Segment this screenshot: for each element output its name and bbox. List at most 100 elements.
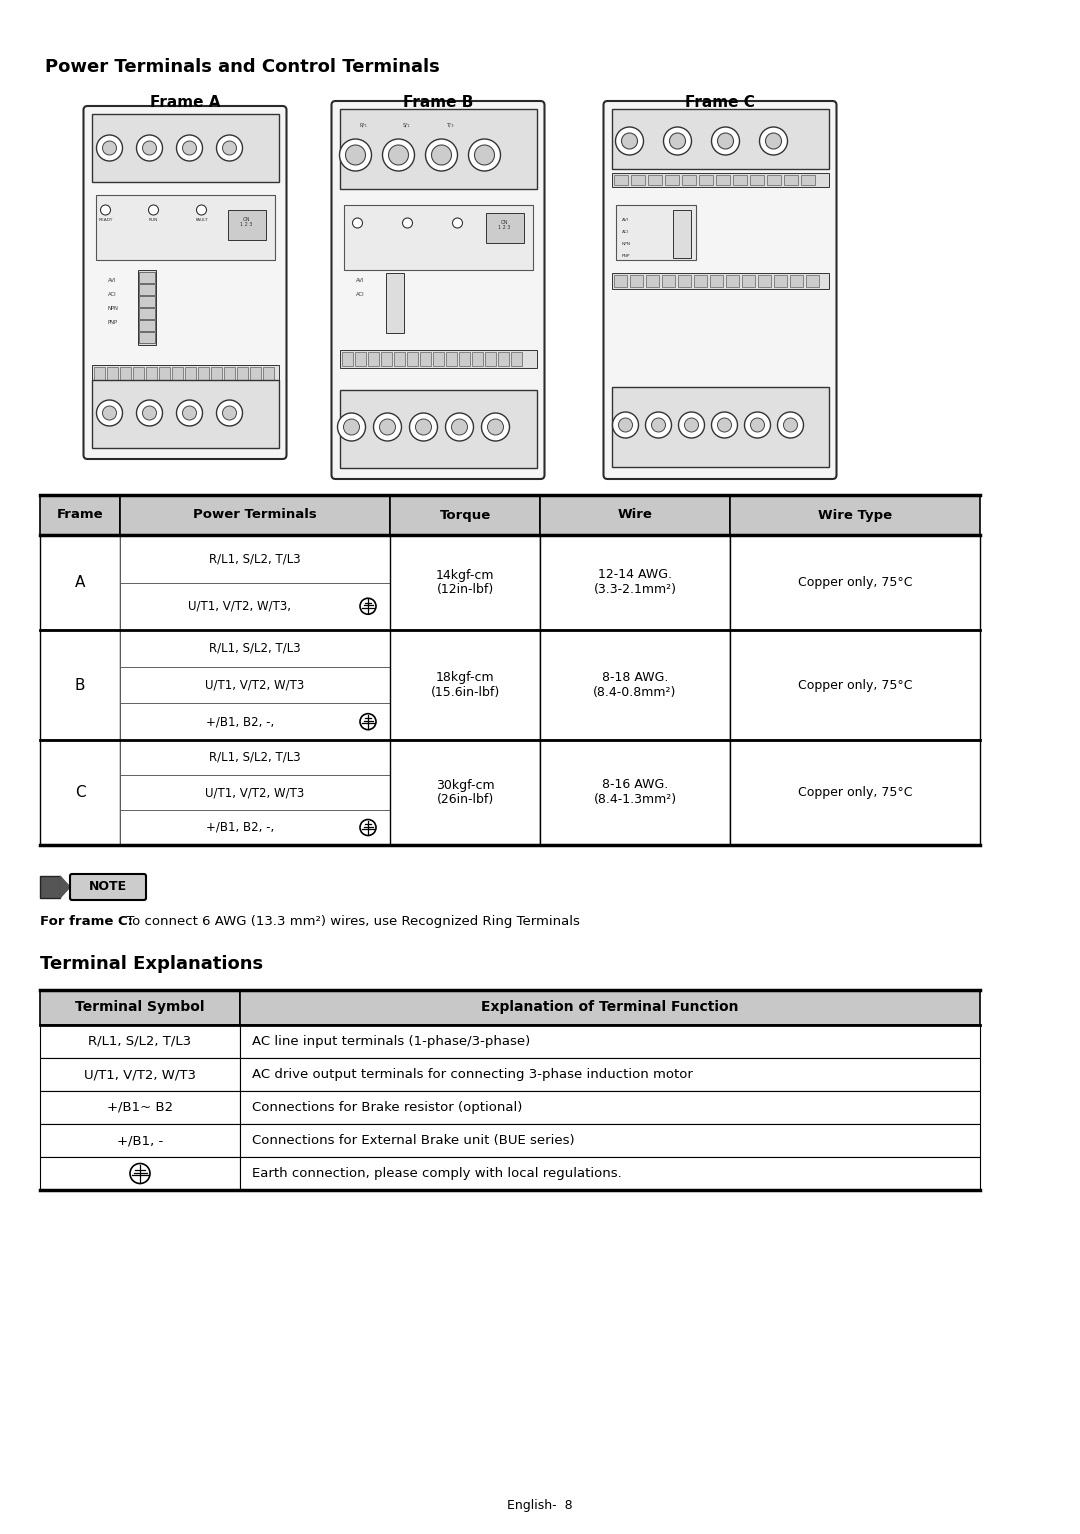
- Circle shape: [360, 819, 376, 836]
- Circle shape: [616, 127, 644, 155]
- Bar: [137, 270, 156, 345]
- Text: NPN: NPN: [621, 242, 631, 245]
- Text: Torque: Torque: [440, 508, 490, 522]
- Bar: [224, 367, 234, 380]
- Text: Frame C: Frame C: [685, 95, 755, 110]
- Bar: [120, 667, 390, 703]
- Bar: [750, 175, 764, 186]
- Text: NPN: NPN: [108, 305, 119, 310]
- Circle shape: [136, 400, 162, 426]
- Circle shape: [646, 413, 672, 439]
- Circle shape: [778, 413, 804, 439]
- Circle shape: [469, 140, 500, 170]
- Bar: [406, 351, 418, 367]
- Text: A: A: [75, 575, 85, 591]
- Circle shape: [183, 407, 197, 420]
- Bar: [693, 275, 706, 287]
- Bar: [664, 175, 678, 186]
- Circle shape: [337, 413, 365, 440]
- Circle shape: [432, 146, 451, 166]
- Bar: [432, 351, 444, 367]
- Circle shape: [451, 419, 468, 436]
- Circle shape: [130, 1163, 150, 1184]
- Text: Wire Type: Wire Type: [818, 508, 892, 522]
- Bar: [120, 535, 390, 583]
- Bar: [783, 175, 797, 186]
- Circle shape: [403, 218, 413, 229]
- Bar: [138, 321, 154, 331]
- Circle shape: [663, 127, 691, 155]
- Circle shape: [751, 417, 765, 433]
- Text: To connect 6 AWG (13.3 mm²) wires, use Recognized Ring Terminals: To connect 6 AWG (13.3 mm²) wires, use R…: [122, 914, 580, 928]
- Text: Power Terminals: Power Terminals: [193, 508, 316, 522]
- Bar: [40, 1091, 240, 1124]
- Bar: [339, 390, 537, 468]
- Polygon shape: [60, 876, 70, 897]
- Text: NOTE: NOTE: [89, 881, 127, 893]
- Circle shape: [96, 135, 122, 161]
- Text: U/T1, V/T2, W/T3: U/T1, V/T2, W/T3: [205, 678, 305, 692]
- Bar: [40, 535, 120, 630]
- Bar: [146, 367, 157, 380]
- Bar: [240, 989, 980, 1025]
- Circle shape: [374, 413, 402, 440]
- Text: ACI: ACI: [355, 291, 364, 296]
- Bar: [611, 173, 828, 187]
- Bar: [92, 114, 279, 183]
- Bar: [240, 1124, 980, 1157]
- Bar: [485, 351, 496, 367]
- Text: FAULT: FAULT: [195, 218, 207, 222]
- Bar: [107, 367, 118, 380]
- Text: Connections for Brake resistor (optional): Connections for Brake resistor (optional…: [252, 1101, 523, 1114]
- Circle shape: [766, 133, 782, 149]
- Bar: [343, 206, 532, 270]
- Text: Connections for External Brake unit (BUE series): Connections for External Brake unit (BUE…: [252, 1134, 575, 1147]
- Circle shape: [717, 417, 731, 433]
- Text: R/ⁱ₁: R/ⁱ₁: [360, 123, 367, 127]
- FancyBboxPatch shape: [70, 874, 146, 900]
- Bar: [681, 175, 696, 186]
- Text: R/L1, S/L2, T/L3: R/L1, S/L2, T/L3: [89, 1035, 191, 1048]
- Text: Terminal Explanations: Terminal Explanations: [40, 956, 264, 973]
- Circle shape: [619, 417, 633, 433]
- Bar: [40, 1157, 240, 1190]
- Bar: [386, 273, 404, 333]
- Text: Copper only, 75°C: Copper only, 75°C: [798, 678, 913, 692]
- Bar: [730, 535, 980, 630]
- Text: 12-14 AWG.
(3.3-2.1mm²): 12-14 AWG. (3.3-2.1mm²): [594, 569, 676, 597]
- Bar: [616, 206, 696, 259]
- Circle shape: [389, 146, 408, 166]
- Bar: [120, 495, 390, 535]
- Bar: [677, 275, 690, 287]
- Bar: [40, 1124, 240, 1157]
- Bar: [95, 195, 274, 259]
- Text: 8-16 AWG.
(8.4-1.3mm²): 8-16 AWG. (8.4-1.3mm²): [593, 778, 676, 807]
- Bar: [730, 630, 980, 739]
- Bar: [757, 275, 770, 287]
- Bar: [730, 739, 980, 845]
- Bar: [138, 284, 154, 295]
- Circle shape: [96, 400, 122, 426]
- Bar: [611, 273, 828, 288]
- Bar: [138, 296, 154, 307]
- Bar: [40, 495, 120, 535]
- Circle shape: [103, 141, 117, 155]
- Bar: [40, 1058, 240, 1091]
- Circle shape: [474, 146, 495, 166]
- Circle shape: [651, 417, 665, 433]
- Circle shape: [136, 135, 162, 161]
- Bar: [240, 1091, 980, 1124]
- Bar: [661, 275, 675, 287]
- Bar: [699, 175, 713, 186]
- Text: 18kgf-cm
(15.6in-lbf): 18kgf-cm (15.6in-lbf): [430, 670, 500, 700]
- Circle shape: [712, 413, 738, 439]
- Text: READY: READY: [98, 218, 112, 222]
- Text: U/T1, V/T2, W/T3,: U/T1, V/T2, W/T3,: [189, 600, 292, 612]
- Bar: [138, 272, 154, 282]
- Bar: [339, 350, 537, 368]
- Bar: [185, 367, 195, 380]
- Bar: [486, 213, 524, 242]
- Text: ON
1 2 3: ON 1 2 3: [498, 219, 511, 230]
- Bar: [767, 175, 781, 186]
- Circle shape: [216, 400, 243, 426]
